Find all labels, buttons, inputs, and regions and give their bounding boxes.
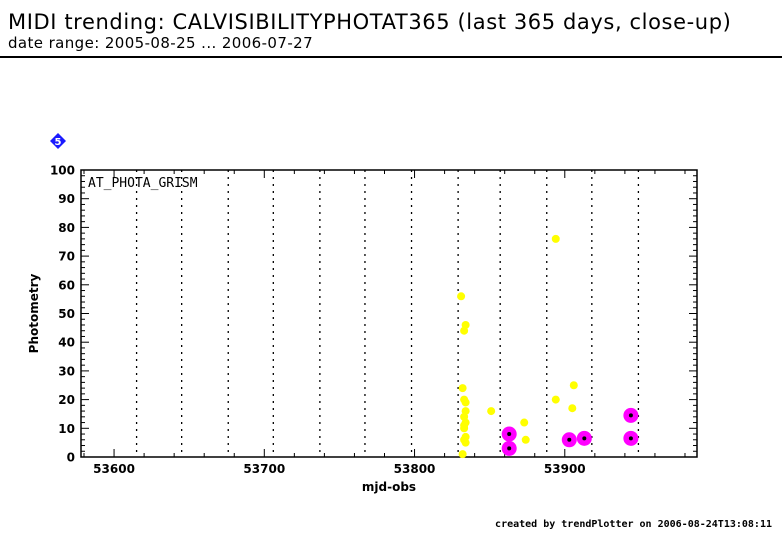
highlight-point-center	[507, 446, 512, 451]
index-marker: 5	[50, 133, 66, 149]
x-tick-label: 53700	[243, 462, 285, 476]
data-point	[569, 381, 578, 390]
y-tick-label: 80	[58, 221, 75, 235]
header-divider	[0, 56, 782, 58]
highlight-point-center	[628, 436, 633, 441]
y-tick-label: 40	[58, 336, 75, 350]
x-tick-label: 53800	[394, 462, 436, 476]
footer-credit: created by trendPlotter on 2006-08-24T13…	[495, 519, 772, 530]
x-tick-label: 53600	[93, 462, 135, 476]
data-point	[520, 418, 529, 427]
y-tick-label: 10	[58, 422, 75, 436]
x-axis: 53600 53700 53800 53900	[83, 170, 686, 476]
plot-frame	[80, 169, 698, 458]
y-tick-label: 60	[58, 278, 75, 292]
index-marker-label: 5	[55, 137, 62, 148]
highlight-point-center	[628, 413, 633, 418]
y-axis: 0 10 20 30 40 50 60 70 80 90 100	[50, 164, 697, 465]
highlight-point-center	[567, 437, 572, 442]
y-tick-label: 30	[58, 364, 75, 378]
y-tick-label: 0	[67, 451, 75, 465]
highlight-point-center	[507, 432, 512, 437]
y-tick-label: 20	[58, 393, 75, 407]
data-point	[460, 424, 469, 433]
data-point	[551, 395, 560, 404]
data-points	[457, 234, 639, 459]
page-title: MIDI trending: CALVISIBILITYPHOTAT365 (l…	[8, 10, 732, 34]
y-tick-label: 90	[58, 192, 75, 206]
data-point	[458, 450, 467, 459]
data-point	[568, 404, 577, 413]
y-tick-label: 100	[50, 164, 75, 178]
vertical-reference-lines	[135, 170, 640, 457]
data-point	[521, 435, 530, 444]
y-tick-label: 70	[58, 250, 75, 264]
data-point	[461, 320, 470, 329]
data-point	[551, 234, 560, 243]
highlight-point-center	[582, 436, 587, 441]
x-axis-label: mjd-obs	[362, 480, 416, 494]
x-tick-label: 53900	[544, 462, 586, 476]
data-point	[461, 398, 470, 407]
chart-annotation: AT_PHOTA_GRISM	[88, 176, 198, 191]
y-axis-label: Photometry	[27, 273, 41, 353]
data-point	[461, 438, 470, 447]
data-point	[458, 384, 467, 393]
data-point	[487, 407, 496, 416]
data-point	[457, 292, 466, 301]
y-tick-label: 50	[58, 307, 75, 321]
diamond-icon	[50, 133, 66, 149]
date-range-subtitle: date range: 2005-08-25 ... 2006-07-27	[8, 34, 314, 52]
